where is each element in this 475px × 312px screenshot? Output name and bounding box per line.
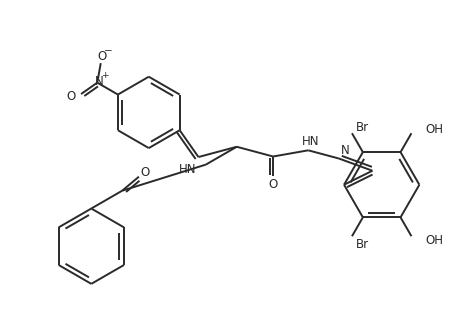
Text: OH: OH bbox=[425, 234, 443, 247]
Text: O: O bbox=[268, 178, 278, 191]
Text: HN: HN bbox=[179, 163, 196, 176]
Text: OH: OH bbox=[425, 123, 443, 136]
Text: HN: HN bbox=[302, 135, 319, 148]
Text: N: N bbox=[95, 75, 104, 88]
Text: Br: Br bbox=[356, 238, 369, 251]
Text: −: − bbox=[104, 46, 113, 56]
Text: O: O bbox=[140, 166, 150, 179]
Text: +: + bbox=[102, 71, 109, 80]
Text: N: N bbox=[341, 144, 349, 157]
Text: Br: Br bbox=[356, 121, 369, 134]
Text: O: O bbox=[66, 90, 76, 103]
Text: O: O bbox=[97, 50, 106, 63]
